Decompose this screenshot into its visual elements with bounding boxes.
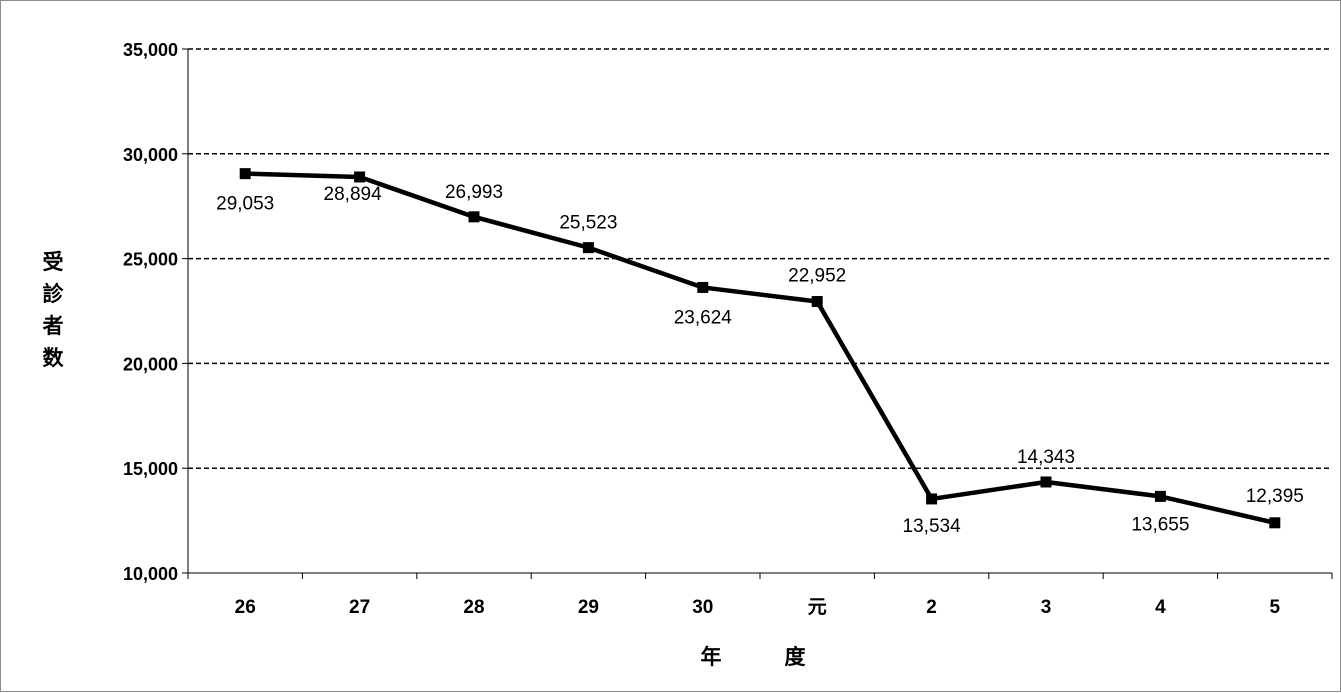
x-tick-label: 元 xyxy=(808,597,827,618)
data-label: 25,523 xyxy=(559,213,617,234)
data-point-marker xyxy=(697,281,709,293)
data-point-marker xyxy=(1269,517,1281,529)
x-tick-label: 4 xyxy=(1155,597,1166,618)
y-tick-labels: 10,000 15,000 20,000 25,000 30,000 35,000 xyxy=(123,40,178,584)
x-tick-label: 3 xyxy=(1041,597,1052,618)
data-label: 14,343 xyxy=(1017,447,1075,468)
data-label: 29,053 xyxy=(216,194,274,215)
data-point-marker xyxy=(1154,490,1166,502)
data-label: 28,894 xyxy=(324,184,383,205)
data-label: 12,395 xyxy=(1246,486,1304,507)
x-tick-label: 27 xyxy=(349,597,370,618)
y-axis-title-char: 数 xyxy=(43,346,65,370)
data-point-marker xyxy=(1040,476,1052,488)
data-point-marker xyxy=(354,171,366,183)
data-label: 23,624 xyxy=(674,307,733,328)
y-tick-label: 30,000 xyxy=(123,145,178,165)
y-tick-label: 20,000 xyxy=(123,354,178,374)
data-point-marker xyxy=(239,168,251,180)
gridlines xyxy=(188,48,1332,469)
x-tick-label: 29 xyxy=(578,597,599,618)
y-tick-label: 10,000 xyxy=(123,564,178,584)
y-axis-title-char: 診 xyxy=(43,282,65,306)
series-line xyxy=(239,168,1281,529)
data-point-marker xyxy=(926,493,938,505)
data-label: 13,655 xyxy=(1131,514,1189,535)
y-axis-title-char: 受 xyxy=(43,250,64,274)
x-tick-label: 2 xyxy=(926,597,937,618)
data-point-marker xyxy=(468,211,480,223)
y-tick-label: 15,000 xyxy=(123,459,178,479)
x-tick-label: 30 xyxy=(692,597,713,618)
axes xyxy=(182,48,1333,579)
x-tick-labels: 26 27 28 29 30 元 2 3 4 5 xyxy=(235,597,1281,618)
x-tick-label: 5 xyxy=(1270,597,1281,618)
y-axis-title-char: 者 xyxy=(43,314,64,338)
x-axis-title: 年 度 xyxy=(701,645,806,669)
y-tick-label: 25,000 xyxy=(123,250,178,270)
x-tick-label: 26 xyxy=(235,597,256,618)
data-point-marker xyxy=(811,296,823,308)
series-line-path xyxy=(245,171,1276,525)
data-labels: 29,053 28,894 26,993 25,523 23,624 22,952 13,5… xyxy=(216,182,1304,537)
data-point-marker xyxy=(582,242,594,254)
data-label: 22,952 xyxy=(788,266,846,287)
data-label: 13,534 xyxy=(903,516,962,537)
data-label: 26,993 xyxy=(445,182,503,203)
y-tick-label: 35,000 xyxy=(123,40,178,60)
x-tick-label: 28 xyxy=(463,597,484,618)
